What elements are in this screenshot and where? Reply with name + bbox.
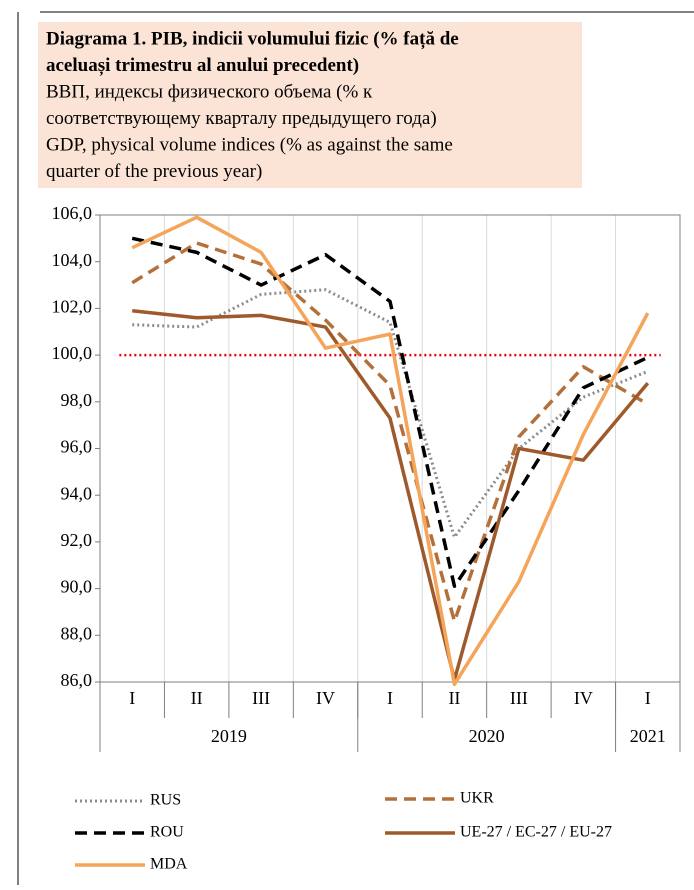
x-tick-label: IV bbox=[574, 688, 593, 708]
y-tick-label: 86,0 bbox=[61, 670, 93, 690]
legend-label: MDA bbox=[150, 856, 188, 873]
chart-title: соответствующему кварталу предыдущего го… bbox=[46, 108, 437, 129]
x-group-label: 2020 bbox=[469, 726, 505, 746]
x-group-label: 2021 bbox=[630, 726, 666, 746]
x-tick-label: III bbox=[510, 688, 528, 708]
series-line bbox=[131, 236, 649, 589]
series-line bbox=[132, 308, 650, 682]
y-tick-label: 88,0 bbox=[61, 623, 93, 643]
x-tick-label: I bbox=[645, 688, 651, 708]
series-line bbox=[131, 215, 650, 687]
x-tick-label: II bbox=[448, 688, 460, 708]
chart-title: aceluași trimestru al anului precedent) bbox=[46, 55, 359, 76]
y-tick-label: 104,0 bbox=[52, 250, 93, 270]
x-tick-label: I bbox=[387, 688, 393, 708]
y-tick-label: 98,0 bbox=[61, 390, 93, 410]
series-line bbox=[131, 241, 649, 624]
x-tick-label: II bbox=[191, 688, 203, 708]
x-group-label: 2019 bbox=[211, 726, 247, 746]
y-tick-label: 90,0 bbox=[61, 577, 93, 597]
series-line bbox=[132, 288, 649, 539]
y-tick-label: 102,0 bbox=[52, 297, 93, 317]
y-tick-label: 96,0 bbox=[61, 437, 93, 457]
y-tick-label: 100,0 bbox=[52, 343, 93, 363]
x-tick-label: III bbox=[252, 688, 270, 708]
chart-title: Diagrama 1. PIB, indicii volumului fizic… bbox=[46, 28, 459, 49]
chart-title: GDP, physical volume indices (% as again… bbox=[46, 134, 453, 155]
x-tick-label: I bbox=[129, 688, 135, 708]
title-box bbox=[38, 22, 582, 188]
legend-label: UKR bbox=[460, 790, 494, 807]
chart-title: quarter of the previous year) bbox=[46, 161, 262, 182]
x-tick-label: IV bbox=[316, 688, 335, 708]
y-tick-label: 94,0 bbox=[61, 483, 93, 503]
y-tick-label: 106,0 bbox=[52, 203, 93, 223]
legend-label: RUS bbox=[150, 792, 181, 809]
legend-label: UE-27 / EC-27 / EU-27 bbox=[460, 824, 612, 841]
legend-label: ROU bbox=[150, 824, 184, 841]
chart-title: ВВП, индексы физического объема (% к bbox=[46, 81, 373, 102]
y-tick-label: 92,0 bbox=[61, 530, 93, 550]
